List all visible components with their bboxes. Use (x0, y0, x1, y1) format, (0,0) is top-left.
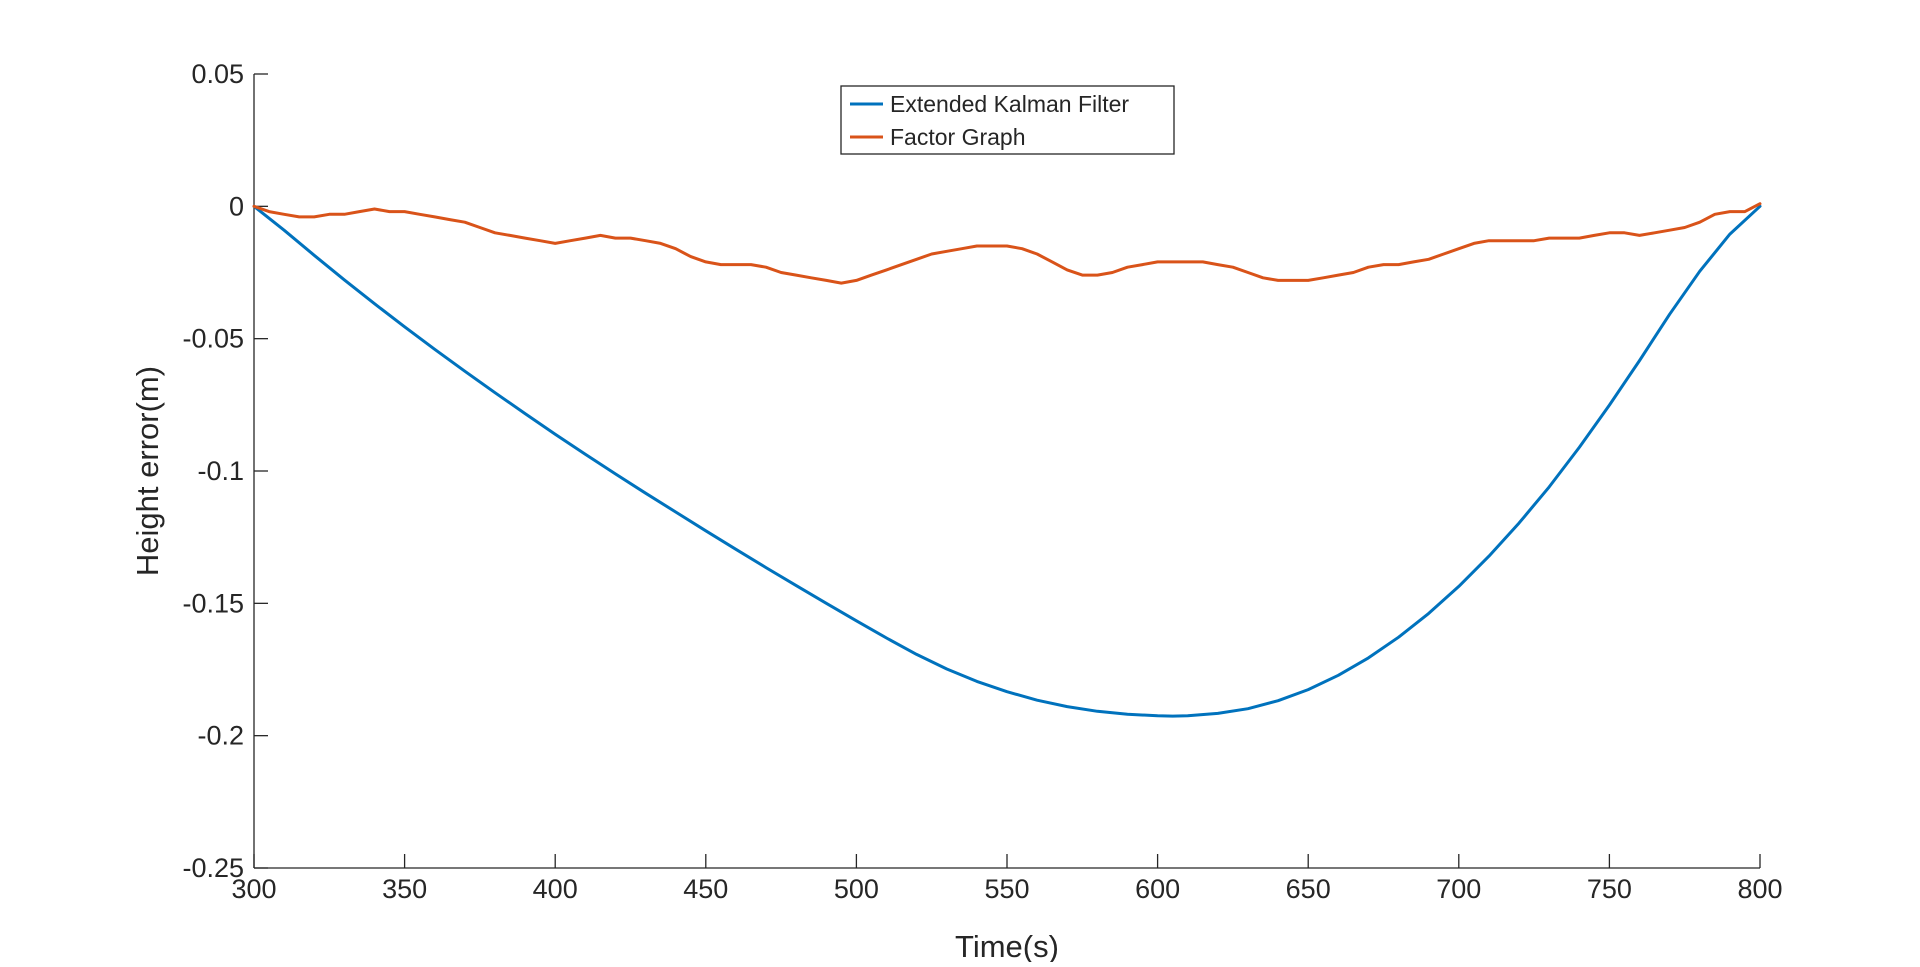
y-tick-label: -0.25 (182, 853, 244, 883)
series-line-extended-kalman-filter (254, 206, 1760, 716)
x-tick-label: 700 (1436, 874, 1481, 904)
y-axis-label: Height error(m) (130, 366, 165, 576)
x-tick-label: 400 (533, 874, 578, 904)
axes: 300 350 400 450 500 550 600 650 700 750 8000.050-0… (182, 59, 1782, 904)
x-tick-label: 800 (1737, 874, 1782, 904)
x-axis-label: Time(s) (955, 929, 1059, 962)
y-tick-label: 0.05 (191, 59, 244, 89)
y-tick-label: -0.05 (182, 324, 244, 354)
x-tick-label: 350 (382, 874, 427, 904)
x-tick-label: 450 (683, 874, 728, 904)
legend: Extended Kalman Filter Factor Graph (841, 86, 1174, 154)
x-tick-label: 600 (1135, 874, 1180, 904)
legend-label-factor-graph: Factor Graph (890, 124, 1026, 150)
y-tick-label: -0.2 (197, 721, 244, 751)
y-tick-label: -0.1 (197, 456, 244, 486)
y-tick-label: 0 (229, 191, 244, 221)
x-tick-label: 650 (1286, 874, 1331, 904)
x-tick-label: 500 (834, 874, 879, 904)
plot-lines (254, 204, 1760, 716)
y-tick-label: -0.15 (182, 588, 244, 618)
x-tick-label: 550 (984, 874, 1029, 904)
x-tick-label: 750 (1587, 874, 1632, 904)
series-line-factor-graph (254, 204, 1760, 283)
legend-label-extended-kalman-filter: Extended Kalman Filter (890, 91, 1129, 117)
